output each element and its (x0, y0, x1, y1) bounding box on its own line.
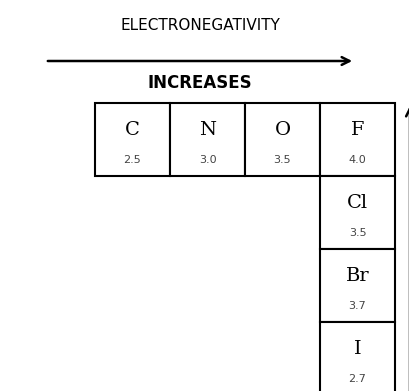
FancyBboxPatch shape (170, 103, 245, 176)
FancyBboxPatch shape (319, 176, 394, 249)
FancyBboxPatch shape (95, 103, 170, 176)
Text: O: O (274, 121, 290, 139)
FancyBboxPatch shape (319, 322, 394, 391)
Text: F: F (350, 121, 363, 139)
Text: 2.5: 2.5 (124, 155, 141, 165)
Text: ELECTRONEGATIVITY: ELECTRONEGATIVITY (120, 18, 279, 34)
Text: 2.7: 2.7 (348, 374, 366, 384)
Text: C: C (125, 121, 139, 139)
Text: 3.5: 3.5 (273, 155, 291, 165)
FancyBboxPatch shape (245, 103, 319, 176)
Text: I: I (353, 340, 360, 358)
FancyBboxPatch shape (319, 249, 394, 322)
Text: N: N (198, 121, 216, 139)
Text: 3.5: 3.5 (348, 228, 365, 238)
Text: 3.7: 3.7 (348, 301, 366, 311)
Text: 4.0: 4.0 (348, 155, 366, 165)
FancyBboxPatch shape (319, 103, 394, 176)
Text: Cl: Cl (346, 194, 367, 212)
Text: INCREASES: INCREASES (147, 74, 252, 92)
Text: Br: Br (345, 267, 369, 285)
Text: 3.0: 3.0 (198, 155, 216, 165)
